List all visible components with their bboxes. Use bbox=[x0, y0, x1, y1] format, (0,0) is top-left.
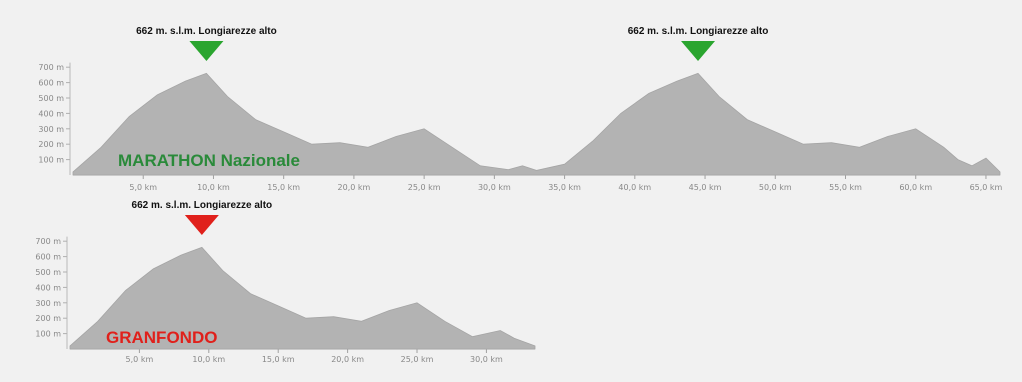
y-tick-label: 100 m bbox=[38, 156, 64, 165]
y-tick-label: 500 m bbox=[35, 268, 61, 277]
y-tick-label: 300 m bbox=[35, 299, 61, 308]
peak-marker bbox=[681, 41, 716, 62]
elevation-area bbox=[72, 72, 1001, 176]
elevation-chart-0: 100 m 200 m 300 m 400 m 500 m 600 m 700 m 5,0 k… bbox=[38, 26, 1002, 192]
peak-marker bbox=[184, 215, 219, 236]
x-tick-label: 25,0 km bbox=[401, 355, 434, 364]
x-tick-label: 40,0 km bbox=[618, 183, 651, 192]
x-tick-label: 15,0 km bbox=[262, 355, 295, 364]
peak-label: 662 m. s.l.m. Longiarezze alto bbox=[628, 26, 769, 37]
x-tick-label: 35,0 km bbox=[548, 183, 581, 192]
x-tick-label: 65,0 km bbox=[970, 183, 1003, 192]
x-tick-label: 10,0 km bbox=[192, 355, 225, 364]
peak-marker bbox=[189, 41, 224, 62]
peak-label: 662 m. s.l.m. Longiarezze alto bbox=[136, 26, 277, 37]
x-tick-label: 50,0 km bbox=[759, 183, 792, 192]
x-tick-label: 10,0 km bbox=[197, 183, 230, 192]
x-tick-label: 15,0 km bbox=[267, 183, 300, 192]
y-tick-label: 200 m bbox=[38, 140, 64, 149]
x-tick-label: 45,0 km bbox=[689, 183, 722, 192]
y-tick-label: 400 m bbox=[38, 109, 64, 118]
y-tick-label: 100 m bbox=[35, 330, 61, 339]
x-tick-label: 20,0 km bbox=[338, 183, 371, 192]
x-tick-label: 5,0 km bbox=[126, 355, 154, 364]
y-tick-label: 300 m bbox=[38, 125, 64, 134]
y-tick-label: 700 m bbox=[38, 63, 64, 72]
x-tick-label: 20,0 km bbox=[331, 355, 364, 364]
y-tick-label: 200 m bbox=[35, 314, 61, 323]
x-tick-label: 30,0 km bbox=[478, 183, 511, 192]
y-tick-label: 600 m bbox=[38, 79, 64, 88]
x-tick-label: 55,0 km bbox=[829, 183, 862, 192]
x-tick-label: 30,0 km bbox=[470, 355, 503, 364]
x-tick-label: 25,0 km bbox=[408, 183, 441, 192]
elevation-chart-1: 100 m 200 m 300 m 400 m 500 m 600 m 700 m 5,0 k… bbox=[35, 200, 536, 364]
y-tick-label: 400 m bbox=[35, 283, 61, 292]
elevation-area bbox=[69, 246, 536, 350]
y-tick-label: 500 m bbox=[38, 94, 64, 103]
y-tick-label: 600 m bbox=[35, 253, 61, 262]
y-tick-label: 700 m bbox=[35, 237, 61, 246]
x-tick-label: 60,0 km bbox=[899, 183, 932, 192]
race-title: MARATHON Nazionale bbox=[118, 151, 300, 170]
x-tick-label: 5,0 km bbox=[129, 183, 157, 192]
peak-label: 662 m. s.l.m. Longiarezze alto bbox=[132, 200, 273, 211]
race-title: GRANFONDO bbox=[106, 328, 217, 347]
